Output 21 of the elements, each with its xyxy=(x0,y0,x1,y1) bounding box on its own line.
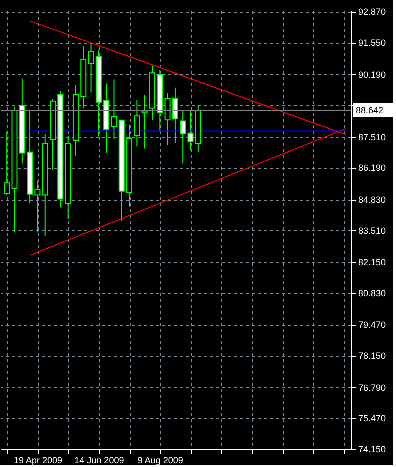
y-tick-label: 90.190 xyxy=(358,70,386,80)
y-tick-label: 84.830 xyxy=(358,195,386,206)
y-tick-label: 80.830 xyxy=(358,288,386,298)
y-tick-label: 92.870 xyxy=(358,7,386,18)
y-tick-label: 76.790 xyxy=(358,382,386,393)
y-tick-label: 86.190 xyxy=(358,163,386,174)
x-tick-label: 9 Aug 2009 xyxy=(138,456,184,466)
y-tick-label: 83.510 xyxy=(358,226,386,236)
y-tick-label: 87.510 xyxy=(358,132,386,142)
x-tick-label: 14 Jun 2009 xyxy=(74,456,124,466)
ref-line-label: 88.642 xyxy=(356,105,384,116)
candlestick xyxy=(180,110,186,164)
y-tick-label: 91.550 xyxy=(358,38,386,48)
y-tick-label: 82.150 xyxy=(358,258,386,268)
candlestick xyxy=(142,94,148,150)
x-tick-label: 19 Apr 2009 xyxy=(14,456,62,466)
y-tick-label: 74.150 xyxy=(358,444,386,454)
candlestick xyxy=(134,100,140,148)
y-tick-label: 75.470 xyxy=(358,414,386,424)
y-tick-label: 79.470 xyxy=(358,320,386,330)
y-tick-label: 78.150 xyxy=(358,351,386,362)
